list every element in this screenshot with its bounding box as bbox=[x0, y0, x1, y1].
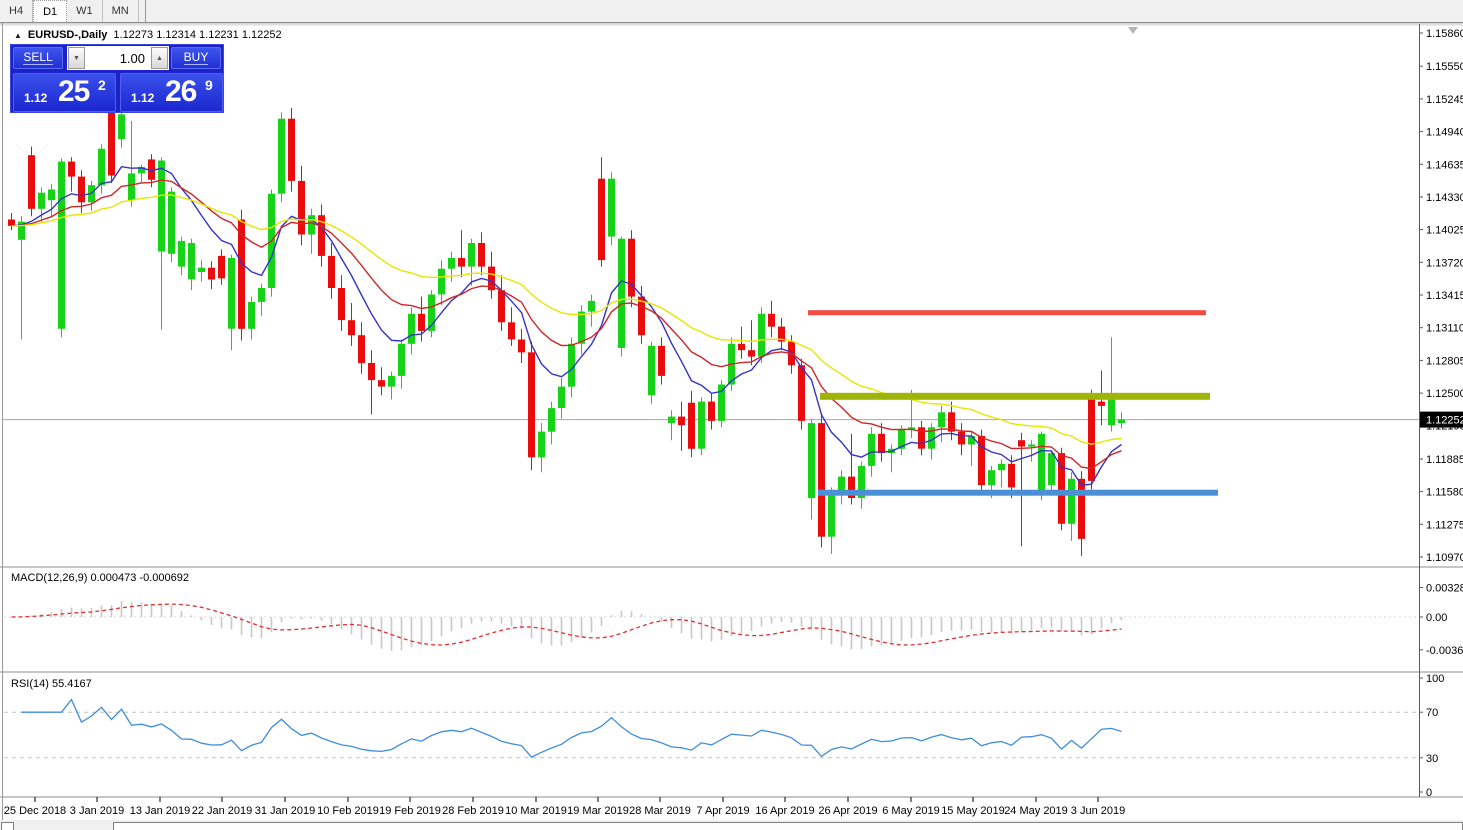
svg-text:3 Jan 2019: 3 Jan 2019 bbox=[70, 805, 124, 817]
svg-text:1.11275: 1.11275 bbox=[1426, 519, 1463, 531]
volume-stepper: ▼ ▲ bbox=[67, 46, 169, 70]
volume-decrease-button[interactable]: ▼ bbox=[68, 47, 85, 69]
timeframe-tabbar: H4 D1 W1 MN bbox=[0, 0, 1463, 23]
chart-shift-icon bbox=[1128, 27, 1138, 34]
svg-text:1.12500: 1.12500 bbox=[1426, 388, 1463, 400]
svg-text:19 Feb 2019: 19 Feb 2019 bbox=[379, 805, 441, 817]
svg-text:1.13720: 1.13720 bbox=[1426, 257, 1463, 269]
svg-text:1.12805: 1.12805 bbox=[1426, 355, 1463, 367]
svg-text:1.14025: 1.14025 bbox=[1426, 225, 1463, 237]
tab-w1[interactable]: W1 bbox=[67, 0, 103, 22]
macd-label: MACD(12,26,9) 0.000473 -0.000692 bbox=[11, 572, 189, 584]
svg-text:1.14635: 1.14635 bbox=[1426, 159, 1463, 171]
macd-axis: 0.003287 0.00 -0.003659 bbox=[1419, 583, 1463, 657]
svg-text:22 Jan 2019: 22 Jan 2019 bbox=[192, 805, 253, 817]
sell-price-prefix: 1.12 bbox=[24, 91, 48, 105]
scrollbar-thumb[interactable] bbox=[113, 822, 1463, 830]
volume-input[interactable] bbox=[85, 47, 151, 69]
one-click-trading-panel: SELL ▼ ▲ BUY 1.12 25 2 1.12 26 9 bbox=[10, 44, 224, 113]
buy-price-main: 26 bbox=[165, 75, 197, 108]
svg-text:6 May 2019: 6 May 2019 bbox=[882, 805, 939, 817]
svg-text:7 Apr 2019: 7 Apr 2019 bbox=[696, 805, 749, 817]
svg-text:1.11580: 1.11580 bbox=[1426, 487, 1463, 499]
svg-text:1.14940: 1.14940 bbox=[1426, 127, 1463, 139]
svg-text:1.15245: 1.15245 bbox=[1426, 94, 1463, 106]
ohlc-values: 1.12273 1.12314 1.12231 1.12252 bbox=[113, 29, 282, 41]
candles bbox=[8, 105, 1125, 556]
svg-text:100: 100 bbox=[1426, 673, 1444, 685]
svg-text:25 Dec 2018: 25 Dec 2018 bbox=[4, 805, 66, 817]
ema-mid bbox=[11, 179, 1122, 470]
volume-increase-button[interactable]: ▲ bbox=[151, 47, 168, 69]
macd-histogram bbox=[20, 601, 1123, 651]
svg-text:1.14330: 1.14330 bbox=[1426, 192, 1463, 204]
rsi-axis: 100 70 30 0 bbox=[1419, 673, 1444, 799]
ema-slow bbox=[11, 194, 1122, 445]
svg-text:70: 70 bbox=[1426, 707, 1438, 719]
bottom-scroll-strip bbox=[0, 820, 1463, 830]
sell-price-box[interactable]: 1.12 25 2 bbox=[13, 73, 116, 112]
svg-text:24 May 2019: 24 May 2019 bbox=[1004, 805, 1068, 817]
ema-fast bbox=[11, 165, 1122, 486]
window-top-edge bbox=[0, 23, 1463, 26]
resistance-red bbox=[808, 310, 1206, 316]
svg-text:1.15860: 1.15860 bbox=[1426, 28, 1463, 40]
rsi-label: RSI(14) 55.4167 bbox=[11, 678, 92, 690]
date-axis: 25 Dec 2018 3 Jan 2019 13 Jan 2019 22 Jan 2… bbox=[4, 797, 1125, 817]
svg-text:1.12252: 1.12252 bbox=[1426, 415, 1463, 427]
svg-text:26 Apr 2019: 26 Apr 2019 bbox=[818, 805, 877, 817]
svg-text:0: 0 bbox=[1426, 787, 1432, 799]
svg-text:15 May 2019: 15 May 2019 bbox=[941, 805, 1005, 817]
chart-canvas[interactable]: 1.15860 1.15550 1.15245 1.14940 1.14635 1.143… bbox=[0, 23, 1463, 820]
svg-text:10 Mar 2019: 10 Mar 2019 bbox=[505, 805, 567, 817]
svg-text:1.13415: 1.13415 bbox=[1426, 290, 1463, 302]
scroll-left-button[interactable] bbox=[1, 822, 14, 830]
svg-text:1.10970: 1.10970 bbox=[1426, 552, 1463, 564]
svg-text:30: 30 bbox=[1426, 753, 1438, 765]
sell-price-pip: 2 bbox=[98, 77, 106, 93]
buy-button[interactable]: BUY bbox=[171, 47, 221, 69]
svg-text:28 Feb 2019: 28 Feb 2019 bbox=[442, 805, 504, 817]
collapse-panel-icon[interactable]: ▲ bbox=[14, 30, 22, 40]
svg-text:28 Mar 2019: 28 Mar 2019 bbox=[629, 805, 691, 817]
svg-text:16 Apr 2019: 16 Apr 2019 bbox=[755, 805, 814, 817]
tabbar-divider bbox=[144, 0, 146, 22]
svg-text:0.003287: 0.003287 bbox=[1426, 583, 1463, 595]
support-blue bbox=[818, 489, 1218, 496]
svg-text:0.00: 0.00 bbox=[1426, 612, 1447, 624]
resistance-olive bbox=[820, 392, 1210, 400]
chart-title-row: ▲ EURUSD-,Daily 1.12273 1.12314 1.12231 … bbox=[14, 29, 282, 41]
tab-d1[interactable]: D1 bbox=[33, 0, 68, 22]
svg-text:19 Mar 2019: 19 Mar 2019 bbox=[567, 805, 629, 817]
svg-text:31 Jan 2019: 31 Jan 2019 bbox=[255, 805, 316, 817]
svg-text:-0.003659: -0.003659 bbox=[1426, 645, 1463, 657]
price-axis: 1.15860 1.15550 1.15245 1.14940 1.14635 1.143… bbox=[1419, 28, 1463, 564]
current-price-box: 1.12252 bbox=[1420, 411, 1463, 428]
svg-text:10 Feb 2019: 10 Feb 2019 bbox=[317, 805, 379, 817]
one-click-top-row: SELL ▼ ▲ BUY bbox=[11, 45, 223, 73]
tab-mn[interactable]: MN bbox=[103, 0, 139, 22]
macd-signal-line bbox=[11, 603, 1122, 646]
svg-text:1.15550: 1.15550 bbox=[1426, 61, 1463, 73]
svg-text:13 Jan 2019: 13 Jan 2019 bbox=[130, 805, 191, 817]
chart-window: 1.15860 1.15550 1.15245 1.14940 1.14635 1.143… bbox=[0, 23, 1463, 820]
symbol-title: EURUSD-,Daily bbox=[27, 29, 108, 41]
buy-price-box[interactable]: 1.12 26 9 bbox=[120, 73, 223, 112]
buy-price-prefix: 1.12 bbox=[131, 91, 155, 105]
buy-price-pip: 9 bbox=[205, 77, 213, 93]
sell-button[interactable]: SELL bbox=[13, 47, 63, 69]
svg-text:1.13110: 1.13110 bbox=[1426, 323, 1463, 335]
svg-text:1.11885: 1.11885 bbox=[1426, 454, 1463, 466]
tab-h4[interactable]: H4 bbox=[0, 0, 34, 22]
rsi-line bbox=[21, 698, 1122, 758]
sell-price-main: 25 bbox=[58, 75, 90, 108]
svg-text:3 Jun 2019: 3 Jun 2019 bbox=[1071, 805, 1125, 817]
